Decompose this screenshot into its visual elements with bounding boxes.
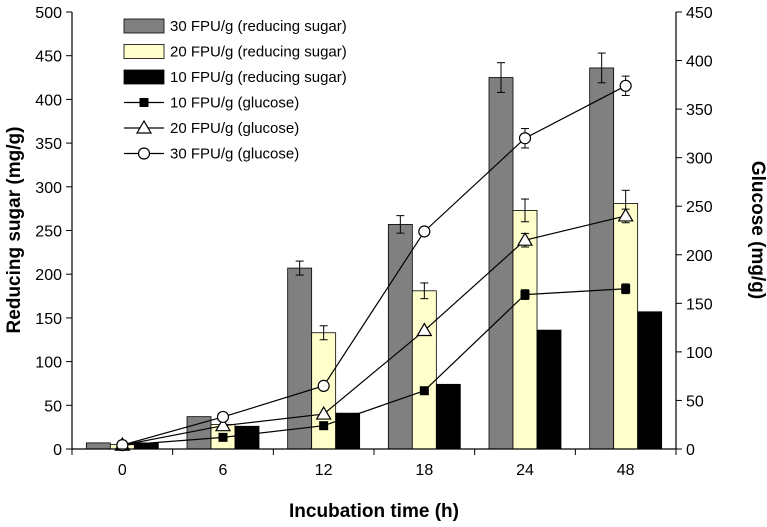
y2-tick-label: 100: [686, 345, 713, 362]
x-tick-label: 24: [516, 462, 534, 479]
y-tick-label: 300: [35, 180, 62, 197]
x-tick-label: 18: [415, 462, 433, 479]
legend-marker-1: [139, 98, 149, 107]
bar-error-1-18: [396, 215, 405, 234]
point-2-48: [617, 207, 634, 222]
bar-3-24: [536, 329, 562, 450]
bar-3-48: [637, 311, 663, 450]
bar-1-48: [589, 67, 615, 450]
x-axis-title: Incubation time (h): [289, 501, 459, 522]
point-3-24: [518, 132, 532, 145]
legend-swatch-bar-3: [123, 69, 165, 85]
y2-axis-title: Glucose (mg/g): [747, 161, 767, 299]
bar-1-24: [488, 77, 514, 450]
point-3-18: [418, 225, 431, 238]
point-3-12: [317, 379, 330, 392]
point-2-12: [315, 405, 332, 420]
x-tick-label: 12: [315, 462, 333, 479]
legend-label-bar-3: 10 FPU/g (reducing sugar): [170, 69, 347, 86]
bar-2-48: [613, 203, 639, 450]
bar-1-12: [287, 267, 313, 450]
y2-tick-label: 450: [686, 5, 713, 22]
y-tick-label: 400: [35, 92, 62, 109]
point-3-48: [619, 79, 632, 92]
line-series-2: [122, 215, 626, 446]
legend-swatch-bar-1: [123, 18, 165, 34]
y-tick-label: 0: [53, 442, 62, 459]
bar-3-18: [435, 383, 461, 450]
bar-2-24: [512, 209, 538, 450]
line-series-3: [122, 85, 626, 446]
x-tick-label: 0: [118, 462, 127, 479]
x-tick-label: 48: [617, 462, 635, 479]
y2-tick-label: 0: [686, 442, 695, 459]
legend-label-bar-2: 20 FPU/g (reducing sugar): [170, 44, 347, 61]
point-1-48: [621, 284, 631, 294]
legend-label-line-1: 10 FPU/g (glucose): [170, 95, 299, 112]
bar-error-1-12: [295, 260, 304, 276]
plot-area: [72, 12, 676, 449]
y-tick-label: 450: [35, 49, 62, 66]
bar-3-12: [335, 412, 361, 450]
point-3-6: [216, 410, 230, 424]
point-3-0: [116, 439, 129, 452]
legend-marker-3: [137, 147, 151, 160]
y2-tick-label: 300: [686, 151, 713, 168]
legend-label-line-2: 20 FPU/g (glucose): [170, 120, 299, 137]
point-1-12: [319, 421, 329, 431]
y-tick-label: 50: [44, 398, 62, 415]
bar-1-18: [387, 223, 413, 450]
x-tick-label: 6: [219, 462, 228, 479]
point-1-24: [520, 290, 530, 300]
y2-tick-label: 250: [686, 199, 713, 216]
bar-error-1-48: [597, 52, 606, 84]
legend: 30 FPU/g (reducing sugar) 20 FPU/g (reduc…: [123, 18, 347, 163]
y2-tick-label: 400: [686, 54, 713, 71]
y-tick-label: 500: [35, 5, 62, 22]
point-2-24: [516, 232, 534, 246]
bar-error-2-12: [319, 325, 328, 341]
y2-tick-label: 350: [686, 102, 713, 119]
y-tick-label: 100: [35, 355, 62, 372]
point-1-18: [419, 386, 429, 396]
y-axis-title: Reducing sugar (mg/g): [4, 127, 25, 334]
y-tick-label: 150: [35, 311, 62, 328]
y2-tick-label: 50: [686, 393, 704, 410]
legend-marker-2: [135, 119, 153, 134]
line-series-1: [122, 288, 626, 446]
y-tick-label: 350: [35, 136, 62, 153]
bar-2-18: [411, 290, 437, 450]
legend-swatch-bar-2: [123, 44, 165, 59]
legend-label-line-3: 30 FPU/g (glucose): [170, 146, 299, 163]
lines-layer: [114, 75, 634, 452]
y2-tick-label: 200: [686, 248, 713, 265]
bar-error-1-24: [497, 62, 505, 93]
point-2-18: [416, 322, 433, 337]
point-1-6: [218, 432, 228, 442]
y2-tick-label: 150: [686, 296, 713, 313]
point-2-6: [214, 417, 232, 432]
bar-error-2-18: [420, 282, 429, 300]
bars-layer: [85, 52, 663, 450]
legend-label-bar-1: 30 FPU/g (reducing sugar): [170, 18, 347, 35]
y-tick-label: 200: [35, 267, 62, 284]
bar-error-2-24: [521, 198, 529, 223]
y-tick-label: 250: [35, 224, 62, 241]
bar-1-0: [85, 442, 111, 450]
axes-layer: 0 50 100 150 200 250 300 350 400 450 500 0 50 100 150 2…: [35, 5, 713, 479]
bar-3-6: [234, 425, 260, 450]
